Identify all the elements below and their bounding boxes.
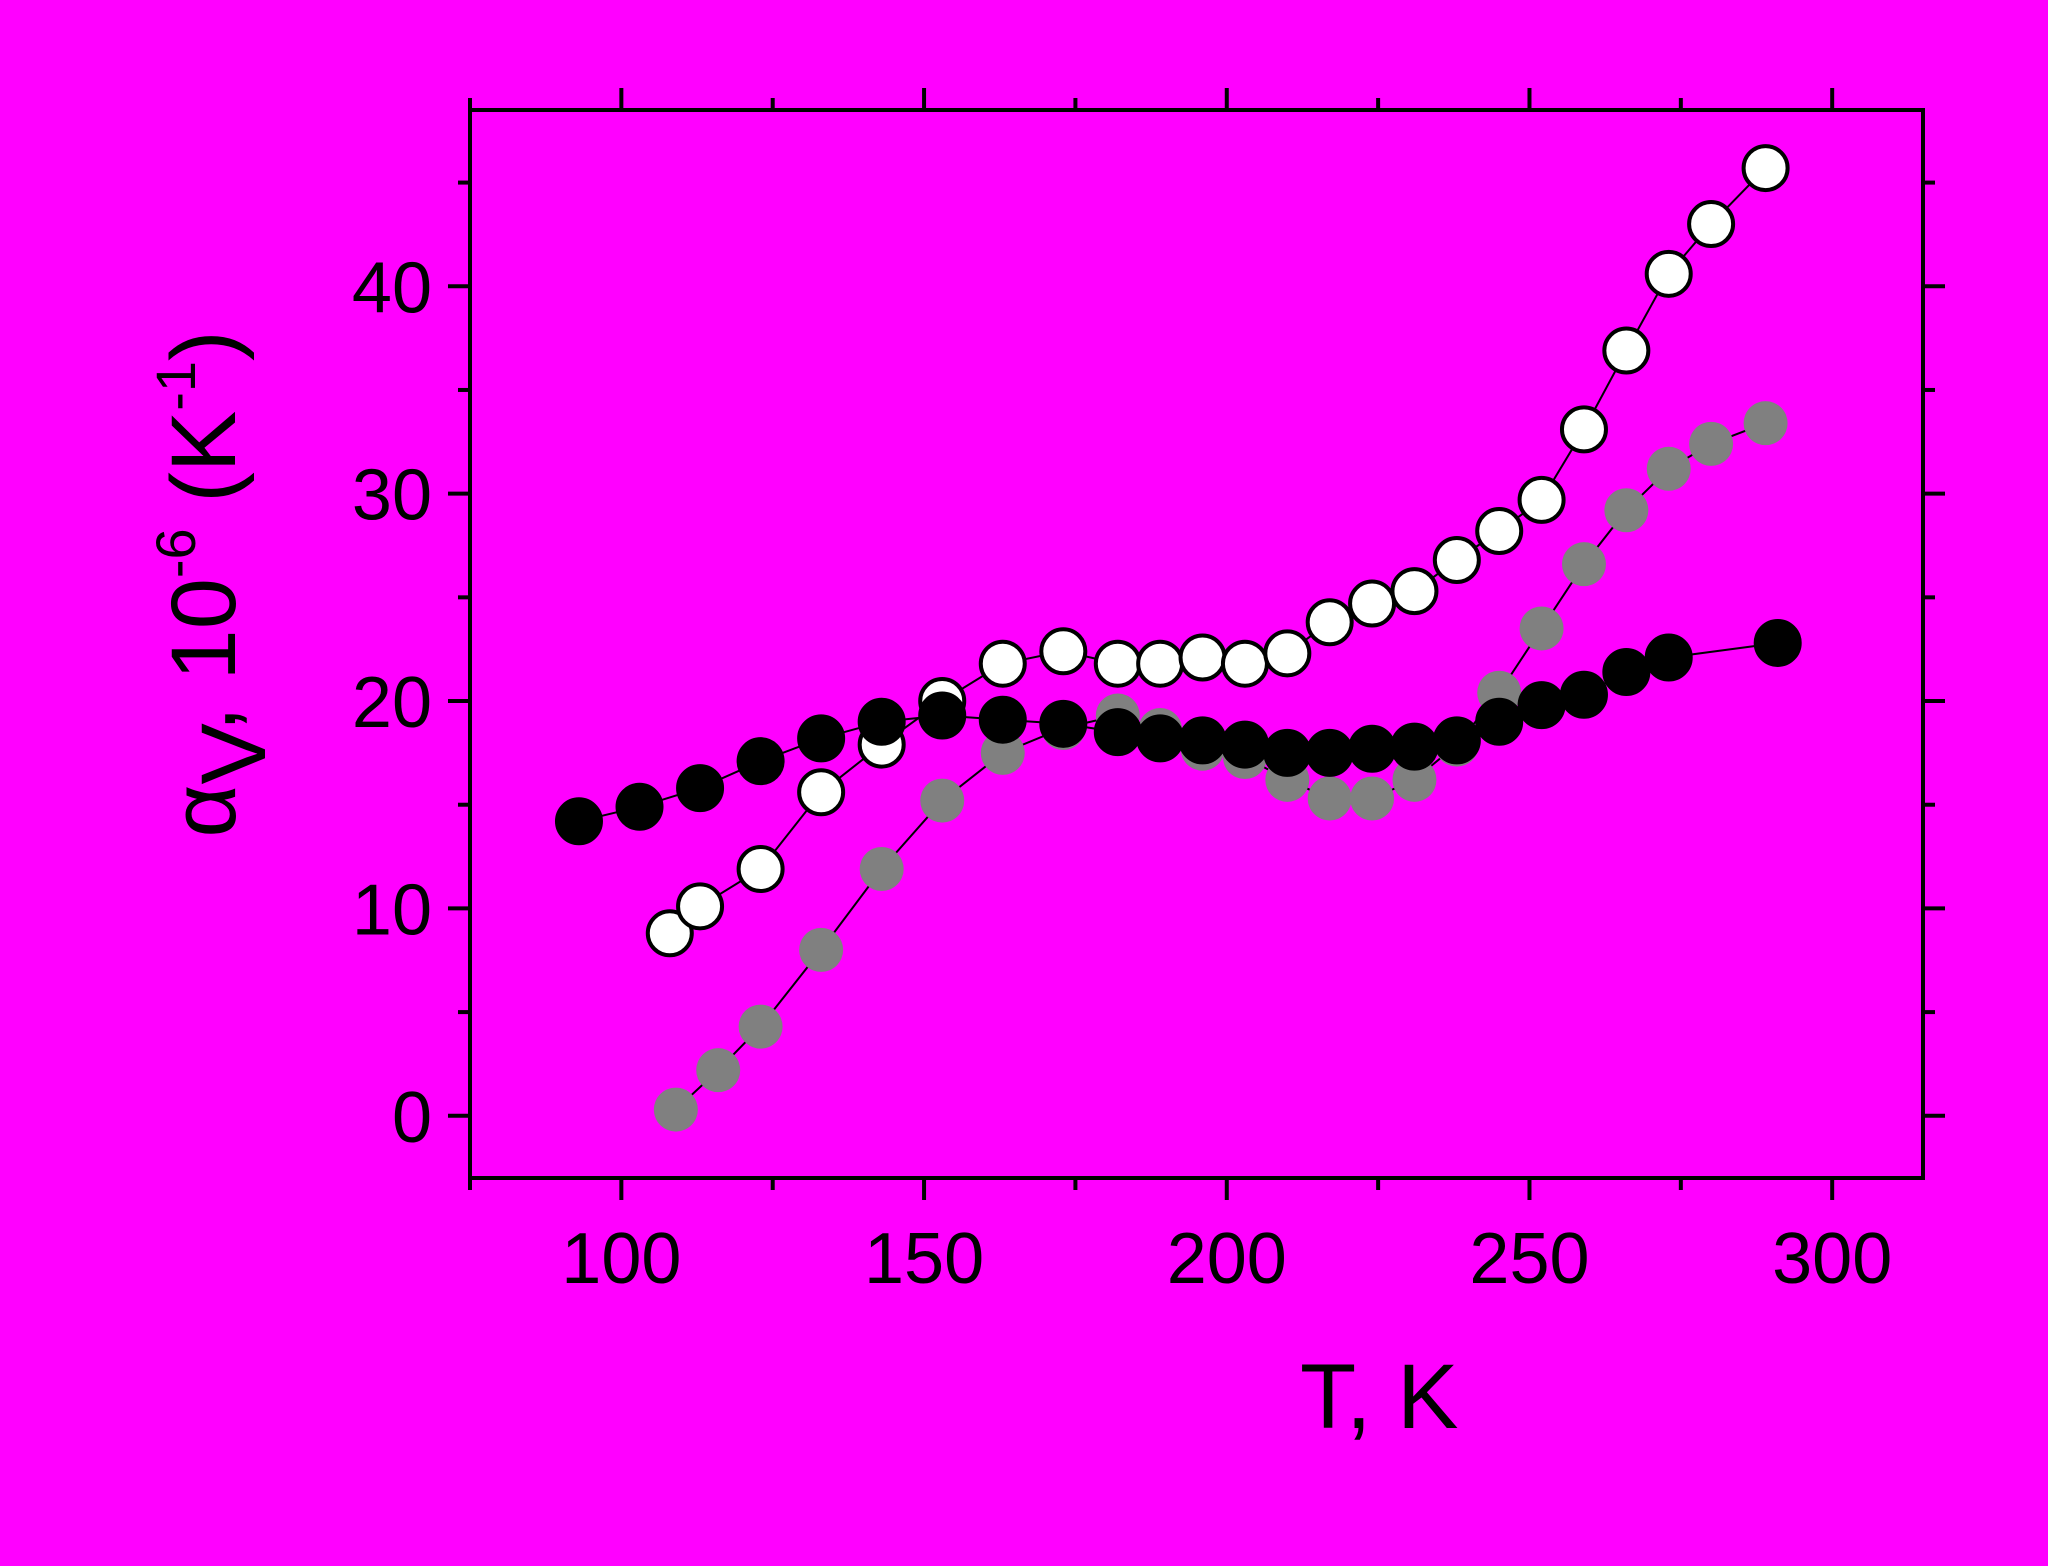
x-axis-title: T, K bbox=[1300, 1346, 1458, 1448]
series-3-point bbox=[1517, 681, 1566, 730]
y-tick-label: 30 bbox=[352, 456, 432, 536]
series-2-point bbox=[1741, 144, 1790, 193]
series-2-point bbox=[1517, 475, 1566, 524]
series-1-point bbox=[738, 1004, 783, 1049]
series-1-line bbox=[675, 422, 1766, 1111]
series-1-point bbox=[920, 778, 965, 823]
series-2-point bbox=[1348, 579, 1397, 628]
series-3-point bbox=[1753, 618, 1802, 667]
x-tick-label: 100 bbox=[561, 1219, 681, 1299]
y-tick-label: 40 bbox=[352, 248, 432, 328]
series-2-point bbox=[1263, 629, 1312, 678]
series-1-point bbox=[1646, 446, 1691, 491]
axis-ticks bbox=[448, 88, 1945, 1200]
series-3-point bbox=[1093, 708, 1142, 757]
series-3-point bbox=[857, 697, 906, 746]
series-3-point bbox=[918, 691, 967, 740]
series-2-point bbox=[645, 909, 694, 958]
tick-labels: 100 150 200 250 300 0 10 20 30 40 bbox=[352, 248, 1892, 1299]
data-series-layer bbox=[554, 144, 1802, 1132]
series-1-point bbox=[1743, 401, 1788, 446]
x-tick-label: 200 bbox=[1167, 1219, 1287, 1299]
series-1-point bbox=[696, 1048, 741, 1093]
series-2-point bbox=[1305, 598, 1354, 647]
series-3-point bbox=[615, 782, 664, 831]
series-3-point bbox=[1263, 728, 1312, 777]
series-3-point bbox=[1475, 697, 1524, 746]
series-3-point bbox=[1039, 699, 1088, 748]
series-3-point bbox=[1644, 633, 1693, 682]
series-3-point bbox=[978, 695, 1027, 744]
x-tick-label: 250 bbox=[1469, 1219, 1589, 1299]
series-2-point bbox=[1390, 567, 1439, 616]
series-2-point bbox=[978, 639, 1027, 688]
series-2-point bbox=[1432, 536, 1481, 585]
y-axis-title-exponent: -6 bbox=[144, 528, 207, 578]
series-3-point bbox=[1136, 714, 1185, 763]
series-1-point bbox=[653, 1087, 698, 1132]
series-1-point bbox=[1392, 757, 1437, 802]
series-2-point bbox=[797, 768, 846, 817]
y-tick-label: 20 bbox=[352, 663, 432, 743]
series-3 bbox=[554, 618, 1802, 846]
series-3-point bbox=[1305, 728, 1354, 777]
series-1-point bbox=[1561, 542, 1606, 587]
y-axis-title-close: ) bbox=[153, 330, 255, 361]
series-1-point bbox=[1350, 776, 1395, 821]
series-2-point bbox=[1039, 627, 1088, 676]
y-tick-label: 10 bbox=[352, 870, 432, 950]
series-3-point bbox=[736, 737, 785, 786]
series-3-point bbox=[1390, 722, 1439, 771]
series-2-point bbox=[1475, 506, 1524, 555]
y-axis-title-unit: (K bbox=[153, 411, 255, 529]
x-tick-label: 300 bbox=[1772, 1219, 1892, 1299]
series-3-point bbox=[1220, 720, 1269, 769]
series-3-point bbox=[1348, 724, 1397, 773]
series-2-point bbox=[676, 882, 725, 931]
series-3-point bbox=[554, 797, 603, 846]
series-3-point bbox=[797, 714, 846, 763]
series-1-point bbox=[1307, 776, 1352, 821]
y-axis-title: αV, 10-6 (K-1) bbox=[144, 330, 285, 837]
series-1-point bbox=[1689, 421, 1734, 466]
x-tick-label: 150 bbox=[864, 1219, 984, 1299]
series-2-point bbox=[1220, 639, 1269, 688]
series-1 bbox=[653, 401, 1788, 1132]
series-2-point bbox=[736, 845, 785, 894]
y-axis-title-alpha: α bbox=[153, 784, 255, 837]
series-2-point bbox=[1178, 633, 1227, 682]
series-3-point bbox=[1432, 716, 1481, 765]
series-1-point bbox=[1519, 606, 1564, 651]
series-1-point bbox=[1604, 488, 1649, 533]
series-1-point bbox=[980, 730, 1025, 775]
series-3-point bbox=[1559, 670, 1608, 719]
series-2-point bbox=[1687, 200, 1736, 249]
series-3-point bbox=[676, 764, 725, 813]
series-2-point bbox=[1644, 249, 1693, 298]
y-axis-title-scale: , 10 bbox=[153, 578, 255, 731]
y-axis-title-subscript: V bbox=[183, 723, 285, 784]
series-1-point bbox=[859, 847, 904, 892]
series-1-point bbox=[799, 927, 844, 972]
series-3-point bbox=[1602, 647, 1651, 696]
series-2-point bbox=[1093, 639, 1142, 688]
series-3-point bbox=[1178, 716, 1227, 765]
series-2 bbox=[645, 144, 1790, 958]
series-2-point bbox=[1559, 405, 1608, 454]
series-2-point bbox=[1602, 326, 1651, 375]
y-axis-title-unit-exponent: -1 bbox=[144, 361, 207, 411]
series-2-point bbox=[1136, 639, 1185, 688]
plot-area-frame bbox=[468, 108, 1925, 1180]
y-tick-label: 0 bbox=[392, 1078, 432, 1158]
